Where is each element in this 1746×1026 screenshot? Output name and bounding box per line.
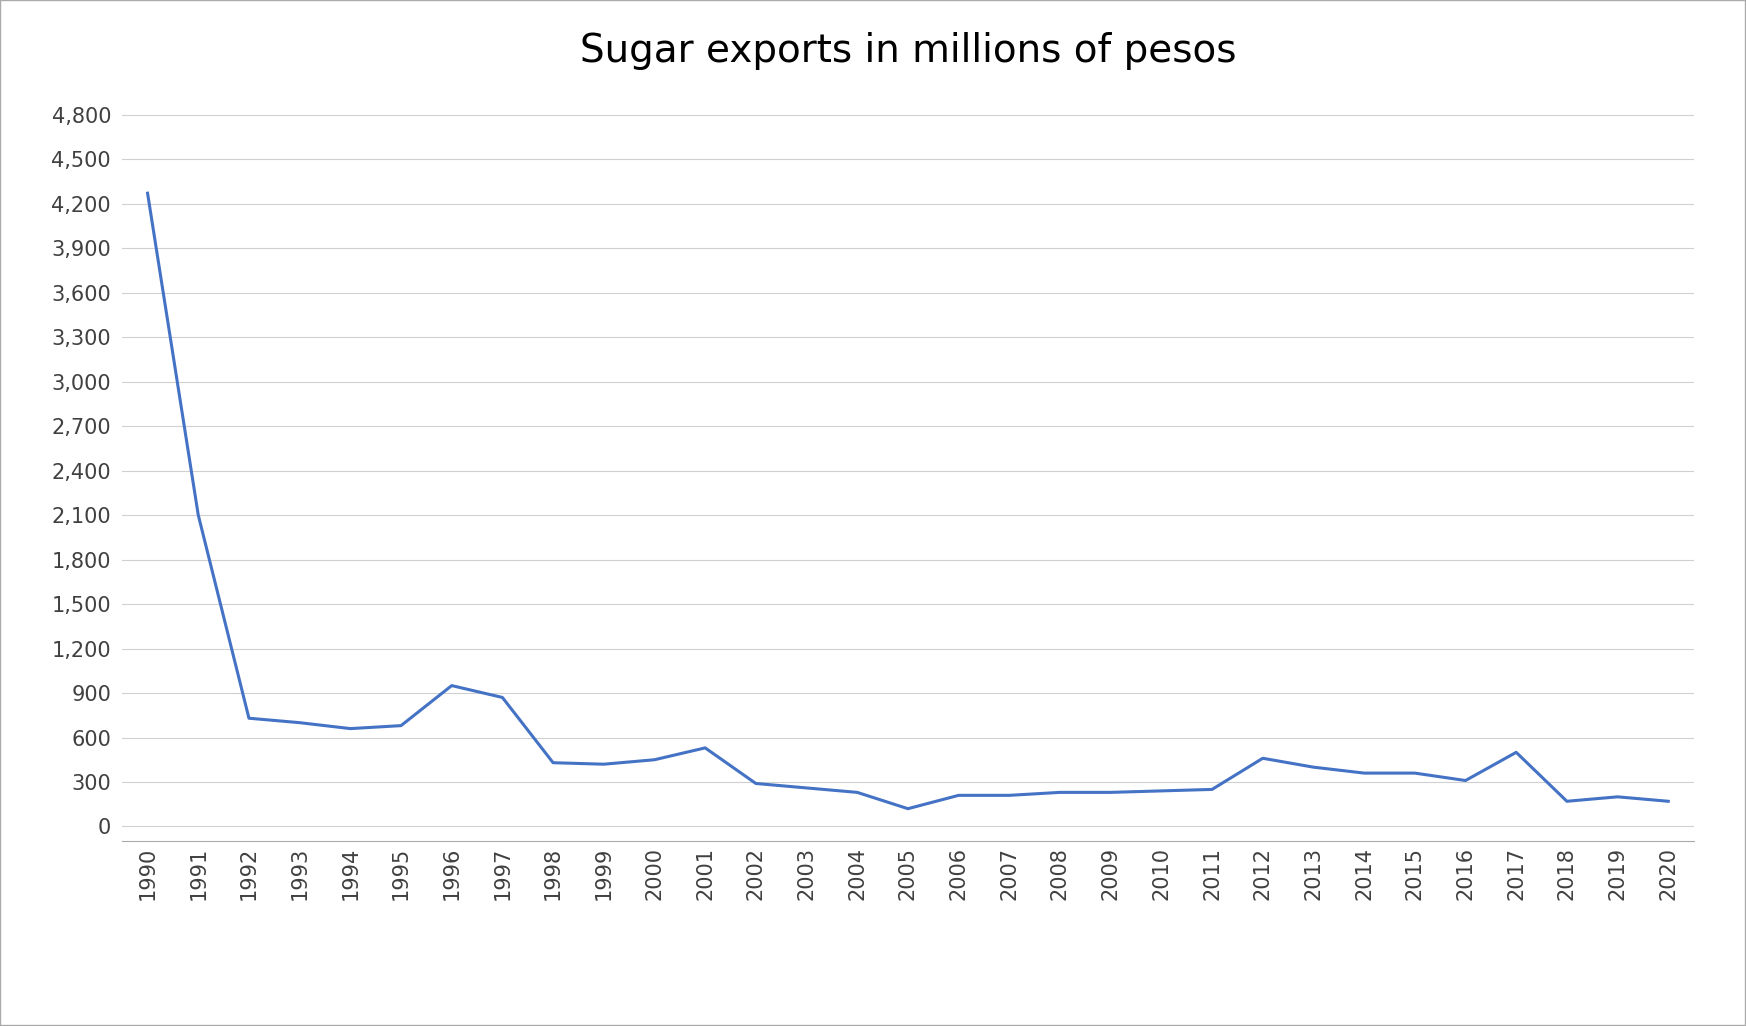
Title: Sugar exports in millions of pesos: Sugar exports in millions of pesos — [580, 32, 1236, 70]
